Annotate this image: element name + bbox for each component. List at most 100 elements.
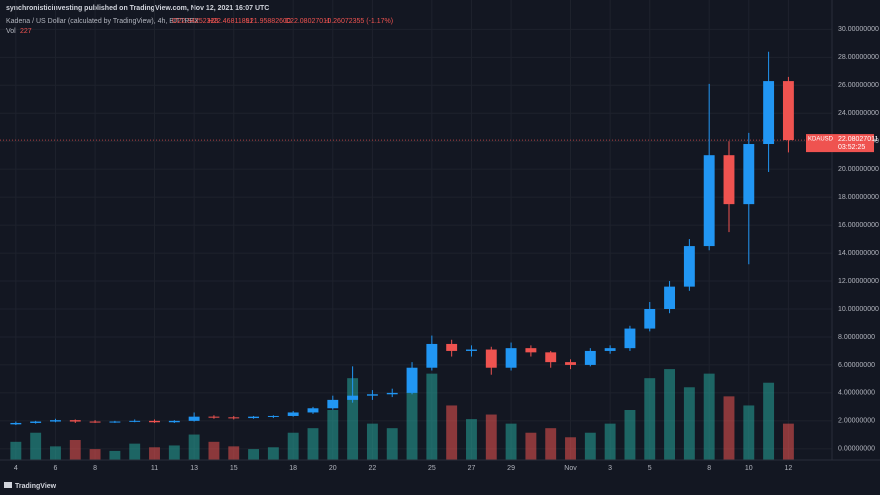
volume-bar bbox=[703, 373, 715, 460]
brand-logo bbox=[4, 482, 12, 488]
x-tick-label: 3 bbox=[608, 465, 612, 472]
x-tick-label: 27 bbox=[468, 465, 476, 472]
candle-body bbox=[10, 422, 22, 425]
volume-bar bbox=[149, 447, 160, 460]
volume-bar bbox=[604, 423, 616, 460]
volume-bar bbox=[307, 428, 319, 460]
candle-body bbox=[525, 348, 537, 353]
y-tick-label: 28.00000000 bbox=[838, 54, 879, 61]
y-tick-label: 8.00000000 bbox=[838, 334, 875, 341]
ohlc-change: -0.26072355 (-1.17%) bbox=[325, 18, 393, 25]
volume-bar bbox=[664, 369, 676, 460]
candle-body bbox=[327, 399, 339, 409]
candle-body bbox=[149, 420, 160, 423]
candle-body bbox=[466, 349, 477, 351]
last-price-box bbox=[806, 134, 874, 153]
x-tick-label: 8 bbox=[93, 465, 97, 472]
y-tick-label: 4.00000000 bbox=[838, 390, 875, 397]
candle-body bbox=[228, 417, 240, 419]
candle-body bbox=[664, 286, 676, 309]
y-tick-label: 12.00000000 bbox=[838, 278, 879, 285]
candle-body bbox=[347, 395, 359, 400]
candle-body bbox=[129, 420, 141, 422]
volume-bar bbox=[485, 414, 497, 460]
volume-bar bbox=[505, 423, 517, 460]
y-tick-label: 24.00000000 bbox=[838, 110, 879, 117]
volume-bar bbox=[109, 450, 121, 460]
candle-body bbox=[267, 415, 279, 417]
volume-bar bbox=[466, 419, 477, 460]
y-tick-label: 2.00000000 bbox=[838, 418, 875, 425]
candle-body bbox=[683, 246, 695, 287]
y-tick-label: 20.00000000 bbox=[838, 166, 879, 173]
candle-body bbox=[426, 343, 438, 368]
volume-bar bbox=[366, 423, 378, 460]
candle-body bbox=[624, 328, 636, 349]
volume-bar bbox=[624, 410, 636, 460]
x-tick-label: 11 bbox=[151, 465, 158, 472]
ohlc-high: H22.46811891 bbox=[208, 18, 254, 25]
candle-body bbox=[50, 420, 61, 422]
volume-bar bbox=[228, 446, 240, 460]
candle-body bbox=[188, 416, 200, 421]
candle-body bbox=[208, 416, 220, 418]
last-price-value: 22.08027011 bbox=[838, 136, 878, 143]
volume-bar bbox=[782, 423, 794, 460]
brand[interactable]: TradingView bbox=[15, 483, 57, 490]
volume-bar bbox=[406, 391, 418, 460]
x-tick-label: 13 bbox=[190, 465, 198, 472]
candle-body bbox=[446, 343, 458, 351]
x-tick-label: 12 bbox=[785, 465, 793, 472]
candle-body bbox=[109, 421, 121, 423]
candle-body bbox=[248, 416, 260, 419]
candle-body bbox=[545, 352, 557, 363]
volume-bar bbox=[525, 432, 537, 460]
x-tick-label: 18 bbox=[289, 465, 297, 472]
volume-bar bbox=[267, 447, 279, 460]
candle-body bbox=[723, 155, 735, 205]
candle-body bbox=[69, 420, 81, 422]
ohlc-close: C22.08027011 bbox=[285, 18, 331, 25]
volume-bar bbox=[10, 441, 22, 460]
y-tick-label: 14.00000000 bbox=[838, 250, 879, 257]
x-tick-label: 8 bbox=[707, 465, 711, 472]
x-tick-label: 5 bbox=[648, 465, 652, 472]
symbol: Kadena / US Dollar (calculated by Tradin… bbox=[6, 18, 199, 25]
x-tick-label: 22 bbox=[369, 465, 377, 472]
volume-bar bbox=[545, 428, 557, 460]
x-tick-label: 4 bbox=[14, 465, 18, 472]
volume-bar bbox=[763, 382, 775, 460]
candle-body bbox=[89, 421, 101, 423]
candle-body bbox=[505, 348, 517, 368]
candle-body bbox=[366, 394, 378, 396]
y-tick-label: 30.00000000 bbox=[838, 26, 879, 33]
volume-bar bbox=[327, 410, 339, 460]
volume-value: 227 bbox=[20, 28, 32, 35]
volume-bar bbox=[30, 432, 42, 460]
y-tick-label: 6.00000000 bbox=[838, 362, 875, 369]
candle-body bbox=[782, 81, 794, 141]
volume-bar bbox=[188, 434, 200, 460]
volume-bar bbox=[644, 378, 656, 460]
volume-bar bbox=[168, 445, 180, 460]
candle-body bbox=[565, 362, 576, 365]
x-tick-label: 15 bbox=[230, 465, 238, 472]
y-tick-label: 26.00000000 bbox=[838, 82, 879, 89]
x-tick-label: 29 bbox=[507, 465, 515, 472]
candle-body bbox=[703, 155, 715, 247]
candle-body bbox=[30, 421, 42, 423]
publisher: synchronisticinvesting published on Trad… bbox=[6, 5, 269, 12]
volume-bar bbox=[743, 405, 755, 460]
volume-bar bbox=[69, 440, 81, 460]
volume-bar bbox=[386, 428, 398, 460]
candle-body bbox=[604, 348, 616, 351]
candle-body bbox=[307, 408, 319, 413]
y-tick-label: 18.00000000 bbox=[838, 194, 879, 201]
x-tick-label: 10 bbox=[745, 465, 753, 472]
volume-bar bbox=[683, 387, 695, 460]
candle-body bbox=[763, 81, 775, 145]
volume-bar bbox=[584, 432, 596, 460]
volume-bar bbox=[287, 432, 299, 460]
